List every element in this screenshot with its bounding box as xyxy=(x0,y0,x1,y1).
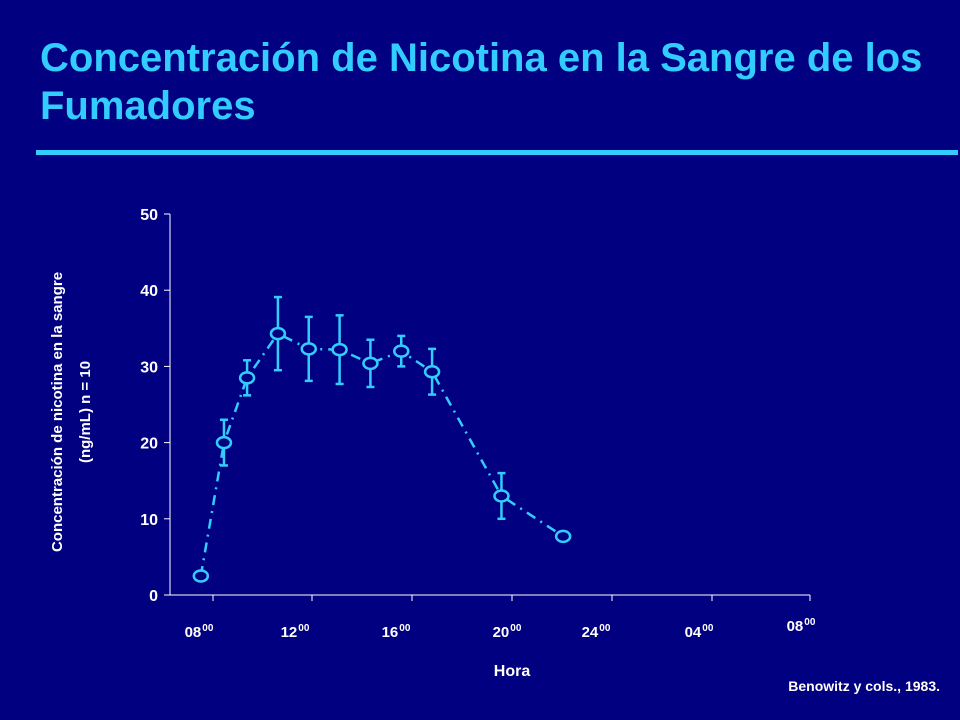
y-axis-title-line2: (ng/mL) n = 10 xyxy=(77,361,94,463)
data-point xyxy=(423,364,441,379)
data-point xyxy=(331,342,348,357)
citation: Benowitz y cols., 1983. xyxy=(788,678,940,694)
x-tick-label: 2000 xyxy=(493,623,522,641)
x-tick-label: 1200 xyxy=(281,623,310,641)
x-tick-label: 0800 xyxy=(185,623,214,641)
y-tick-label: 40 xyxy=(140,283,158,300)
data-point xyxy=(269,326,287,341)
y-tick-label: 10 xyxy=(140,512,158,529)
y-axis-title-line1: Concentración de nicotina en la sangre xyxy=(49,272,66,552)
x-tick-label: 2400 xyxy=(582,623,611,641)
data-point xyxy=(215,435,233,450)
data-point xyxy=(493,489,510,503)
axes xyxy=(164,213,811,601)
x-tick-label: 1600 xyxy=(382,623,411,641)
x-tick-label: 0800 xyxy=(787,617,816,635)
data-point xyxy=(300,342,317,356)
y-tick-label: 30 xyxy=(140,359,158,376)
data-series xyxy=(192,295,572,583)
data-point xyxy=(362,356,379,371)
data-point xyxy=(238,371,256,385)
y-tick-label: 20 xyxy=(140,436,158,453)
y-tick-label: 50 xyxy=(140,207,158,224)
y-tick-label: 0 xyxy=(149,588,158,605)
x-axis-title: Hora xyxy=(494,663,531,680)
title-underline xyxy=(36,150,958,155)
data-point xyxy=(393,344,410,358)
data-point xyxy=(554,529,572,544)
x-tick-label: 0400 xyxy=(685,623,714,641)
slide-title: Concentración de Nicotina en la Sangre d… xyxy=(40,36,923,128)
data-point xyxy=(192,569,210,583)
series-line xyxy=(199,332,564,577)
tick-labels: 0 10 20 30 40 50 0800 1200 1600 2000 2400 0400 0800 xyxy=(140,207,816,641)
